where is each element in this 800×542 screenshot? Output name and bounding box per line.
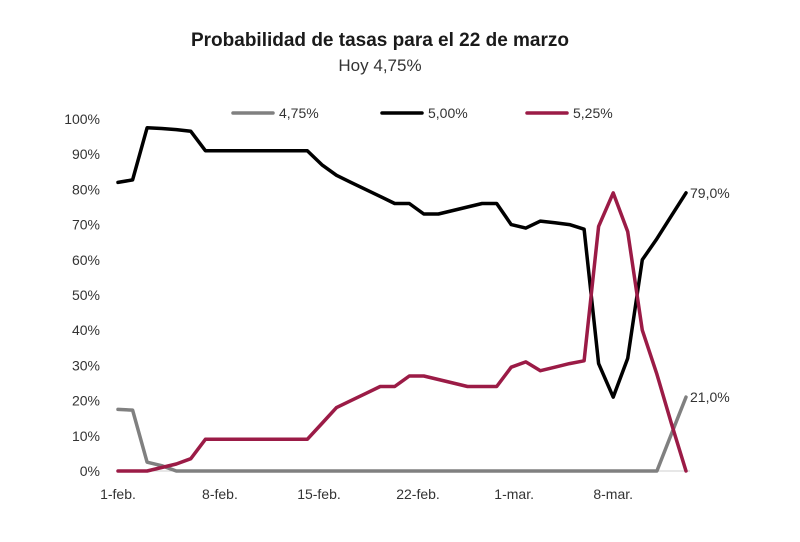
y-tick-label: 20% — [72, 393, 100, 409]
x-tick-label: 1-mar. — [494, 486, 534, 502]
series-line — [116, 191, 688, 473]
legend-label: 4,75% — [279, 105, 319, 121]
end-value-label: 79,0% — [690, 185, 730, 201]
y-tick-label: 10% — [72, 428, 100, 444]
series-group — [116, 126, 688, 473]
legend-label: 5,00% — [428, 105, 468, 121]
legend: 4,75% 5,00% 5,25% — [231, 105, 613, 121]
y-tick-label: 100% — [64, 111, 100, 127]
y-tick-label: 40% — [72, 322, 100, 338]
x-axis: 1-feb. 8-feb. 15-feb. 22-feb. 1-mar. 8-mar. — [100, 486, 633, 502]
series-line — [116, 395, 688, 473]
y-tick-label: 60% — [72, 252, 100, 268]
y-tick-label: 80% — [72, 181, 100, 197]
y-tick-label: 0% — [80, 463, 100, 479]
x-tick-label: 15-feb. — [297, 486, 341, 502]
chart-subtitle: Hoy 4,75% — [338, 56, 422, 75]
x-tick-label: 1-feb. — [100, 486, 136, 502]
x-tick-label: 8-feb. — [202, 486, 238, 502]
y-tick-label: 30% — [72, 357, 100, 373]
end-value-label: 21,0% — [690, 389, 730, 405]
legend-label: 5,25% — [573, 105, 613, 121]
y-tick-label: 50% — [72, 287, 100, 303]
chart-title: Probabilidad de tasas para el 22 de marz… — [190, 30, 570, 51]
y-tick-label: 70% — [72, 217, 100, 233]
x-tick-label: 8-mar. — [593, 486, 633, 502]
end-labels: 79,0% 21,0% — [690, 185, 730, 405]
series-line — [116, 126, 688, 399]
y-tick-label: 90% — [72, 146, 100, 162]
y-axis: 0% 10% 20% 30% 40% 50% 60% 70% 80% 90% 100% — [64, 111, 100, 479]
x-tick-label: 22-feb. — [396, 486, 440, 502]
